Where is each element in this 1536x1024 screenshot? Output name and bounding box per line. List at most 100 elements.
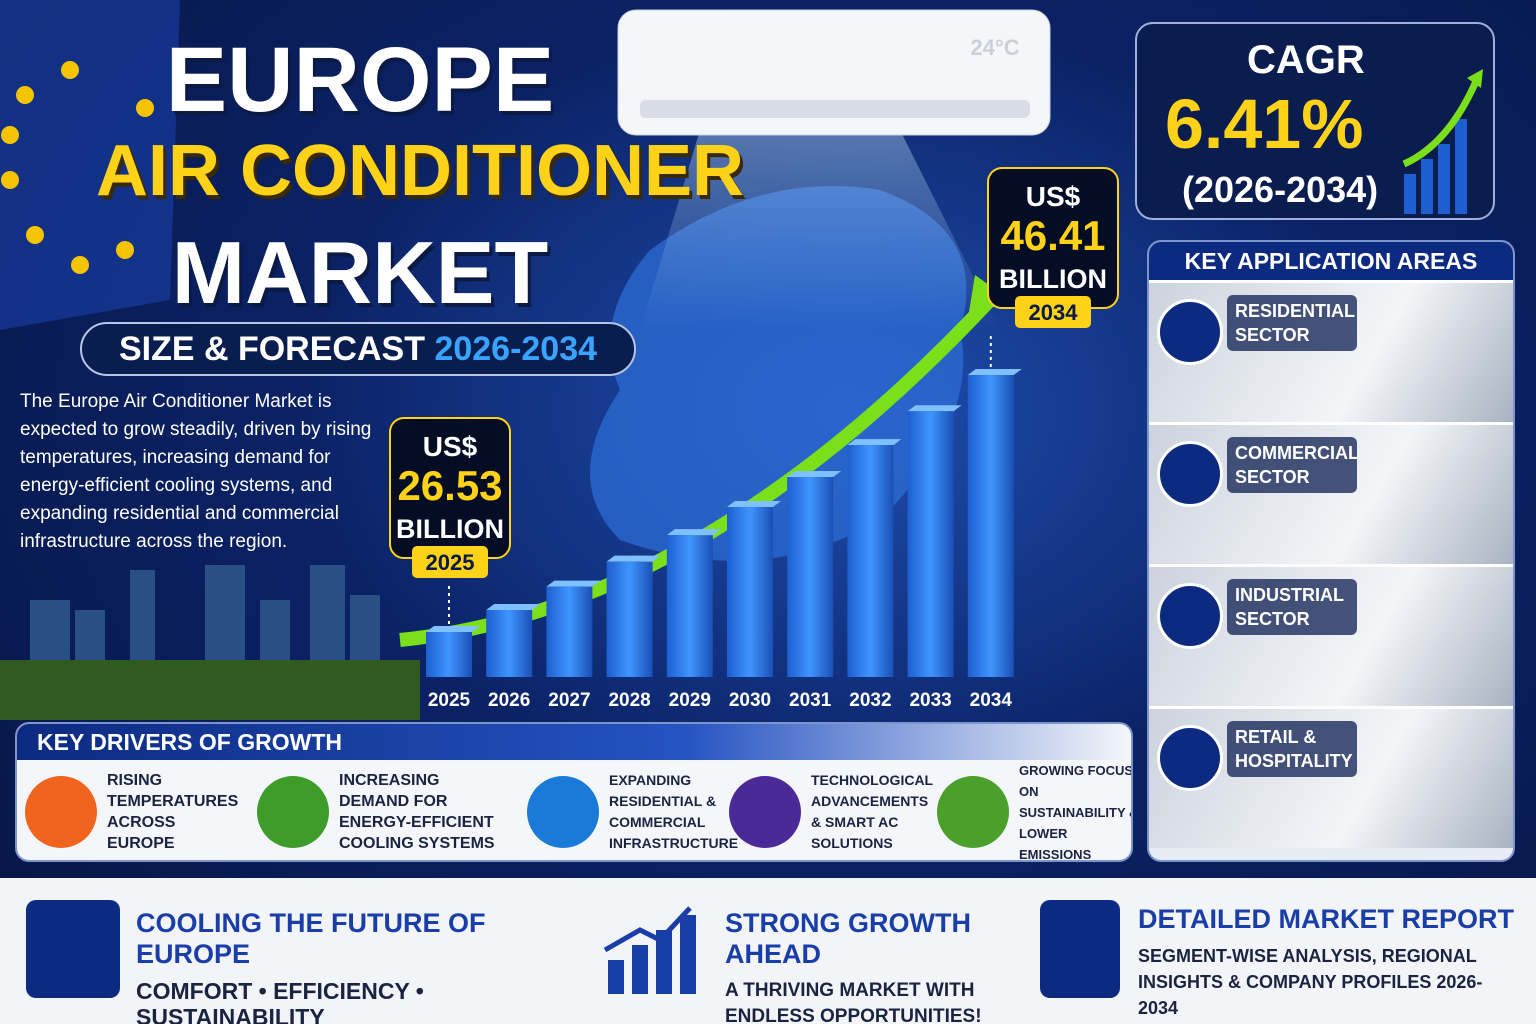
callout-year: 2025 bbox=[426, 550, 475, 575]
bar bbox=[967, 375, 1014, 677]
applications-panel: KEY APPLICATION AREAS RESIDENTIAL SECTOR… bbox=[1147, 240, 1515, 862]
application-card: RESIDENTIAL SECTOR bbox=[1149, 280, 1513, 422]
x-tick-label: 2027 bbox=[548, 690, 590, 711]
subtitle-text: SIZE & FORECAST bbox=[118, 330, 425, 368]
driver-text: TECHNOLOGICAL ADVANCEMENTS & SMART AC SO… bbox=[811, 772, 933, 851]
subtitle: SIZE & FORECAST 2026-2034 bbox=[80, 322, 636, 376]
bar bbox=[847, 445, 894, 677]
x-tick-label: 2031 bbox=[789, 690, 832, 711]
bar bbox=[787, 476, 834, 677]
bar bbox=[426, 632, 472, 677]
bar-top bbox=[787, 470, 842, 477]
bar-top bbox=[426, 626, 480, 632]
driver-text: RISING TEMPERATURES ACROSS EUROPE bbox=[107, 772, 239, 852]
x-tick-label: 2034 bbox=[970, 690, 1013, 711]
footer-block: COOLING THE FUTURE OF EUROPE COMFORT • EF… bbox=[26, 900, 566, 1024]
icon bbox=[603, 906, 696, 994]
bar-top bbox=[546, 580, 601, 587]
x-tick-label: 2029 bbox=[669, 690, 711, 711]
footer-text: A THRIVING MARKET WITH ENDLESS OPPORTUNI… bbox=[725, 980, 982, 1024]
cagr-box: CAGR 6.41% (2026-2034) bbox=[1135, 22, 1495, 220]
bar-top bbox=[486, 604, 541, 611]
icon bbox=[1157, 583, 1223, 649]
x-tick-label: 2025 bbox=[428, 690, 471, 711]
application-label: INDUSTRIAL SECTOR bbox=[1227, 579, 1357, 635]
bar bbox=[606, 561, 653, 677]
title: MARKET bbox=[171, 223, 549, 322]
application-label: RETAIL & HOSPITALITY bbox=[1227, 721, 1357, 777]
application-card: INDUSTRIAL SECTOR bbox=[1149, 564, 1513, 706]
x-tick-label: 2033 bbox=[909, 690, 951, 711]
application-label: RESIDENTIAL SECTOR bbox=[1227, 295, 1357, 351]
callout-unit: BILLION bbox=[396, 514, 504, 544]
drivers-panel: KEY DRIVERS OF GROWTH RISING TEMPERATURE… bbox=[15, 722, 1133, 862]
icon bbox=[1157, 725, 1223, 791]
data-label: 26.53 bbox=[397, 462, 502, 509]
footer-title: DETAILED MARKET REPORT bbox=[1138, 904, 1514, 934]
cagr-icon bbox=[1402, 69, 1483, 214]
title: AIR CONDITIONER bbox=[96, 131, 744, 211]
footer-block: STRONG GROWTH AHEAD A THRIVING MARKET WIT… bbox=[600, 900, 1010, 1024]
bar-top bbox=[666, 529, 721, 536]
bar-chart: 2025 2026 2027 2028 2029 2030 2031 2032 2033 2034… bbox=[389, 167, 1119, 711]
x-tick-label: 2032 bbox=[849, 690, 891, 711]
footer-title: COOLING THE FUTURE OF EUROPE bbox=[136, 908, 486, 969]
icon bbox=[729, 776, 801, 848]
callout-currency: US$ bbox=[423, 431, 478, 462]
background-art: 24°C 2025 2026 2027 2028 2029 2030 2031 2032 203… bbox=[0, 0, 1119, 720]
driver-text: GROWING FOCUS ON SUSTAINABILITY & LOWER … bbox=[1019, 762, 1133, 862]
icon bbox=[937, 776, 1009, 848]
icon bbox=[1157, 299, 1223, 365]
bar-top bbox=[907, 405, 962, 412]
footer: COOLING THE FUTURE OF EUROPE COMFORT • EF… bbox=[0, 878, 1536, 1024]
bar bbox=[907, 411, 954, 677]
callout-currency: US$ bbox=[1026, 181, 1081, 212]
footer-text: COMFORT • EFFICIENCY • SUSTAINABILITY bbox=[136, 978, 424, 1024]
bar-top bbox=[606, 555, 661, 562]
driver: INCREASING DEMAND FOR ENERGY-EFFICIENT C… bbox=[257, 768, 514, 856]
footer-title: STRONG GROWTH AHEAD bbox=[725, 908, 971, 969]
x-tick-label: 2028 bbox=[608, 690, 650, 711]
application-label: COMMERCIAL SECTOR bbox=[1227, 437, 1359, 493]
callout-unit: BILLION bbox=[999, 264, 1107, 294]
driver: TECHNOLOGICAL ADVANCEMENTS & SMART AC SO… bbox=[729, 768, 941, 856]
year-badge bbox=[412, 546, 488, 578]
driver: EXPANDING RESIDENTIAL & COMMERCIAL INFRA… bbox=[527, 768, 739, 856]
application-card: COMMERCIAL SECTOR bbox=[1149, 422, 1513, 564]
year-badge bbox=[1015, 296, 1091, 328]
driver: RISING TEMPERATURES ACROSS EUROPE bbox=[25, 768, 239, 856]
bar bbox=[666, 535, 713, 677]
ac-display: 24°C bbox=[970, 35, 1019, 60]
icon bbox=[1040, 900, 1120, 998]
driver-text: EXPANDING RESIDENTIAL & COMMERCIAL INFRA… bbox=[609, 772, 739, 851]
subtitle-years: 2026-2034 bbox=[434, 330, 598, 368]
footer-text: SEGMENT-WISE ANALYSIS, REGIONAL INSIGHTS… bbox=[1138, 946, 1483, 1018]
bar bbox=[486, 610, 533, 677]
driver: GROWING FOCUS ON SUSTAINABILITY & LOWER … bbox=[937, 763, 1131, 860]
bar-top bbox=[847, 439, 902, 446]
application-card: RETAIL & HOSPITALITY bbox=[1149, 706, 1513, 848]
title: EUROPE bbox=[165, 29, 555, 131]
bar-top bbox=[727, 500, 781, 507]
icon bbox=[1157, 441, 1223, 507]
icon bbox=[257, 776, 329, 848]
x-tick-label: 2026 bbox=[488, 690, 530, 711]
applications-title: KEY APPLICATION AREAS bbox=[1149, 242, 1513, 280]
footer-block: DETAILED MARKET REPORT SEGMENT-WISE ANALY… bbox=[1040, 900, 1520, 1018]
data-label: 46.41 bbox=[1000, 212, 1105, 259]
bar-top bbox=[967, 369, 1022, 375]
driver-text: INCREASING DEMAND FOR ENERGY-EFFICIENT C… bbox=[339, 772, 495, 852]
description: The Europe Air Conditioner Market is exp… bbox=[20, 391, 372, 552]
drivers-title: KEY DRIVERS OF GROWTH bbox=[17, 724, 1131, 760]
bar bbox=[727, 506, 773, 677]
bar bbox=[546, 586, 593, 677]
cagr-label: CAGR bbox=[1247, 38, 1365, 82]
x-tick-label: 2030 bbox=[729, 690, 771, 711]
icon bbox=[25, 776, 97, 848]
icon bbox=[26, 900, 120, 998]
icon bbox=[527, 776, 599, 848]
callout-year: 2034 bbox=[1029, 300, 1079, 325]
cagr-value: 6.41% bbox=[1165, 85, 1364, 163]
cagr-period: (2026-2034) bbox=[1182, 169, 1379, 210]
